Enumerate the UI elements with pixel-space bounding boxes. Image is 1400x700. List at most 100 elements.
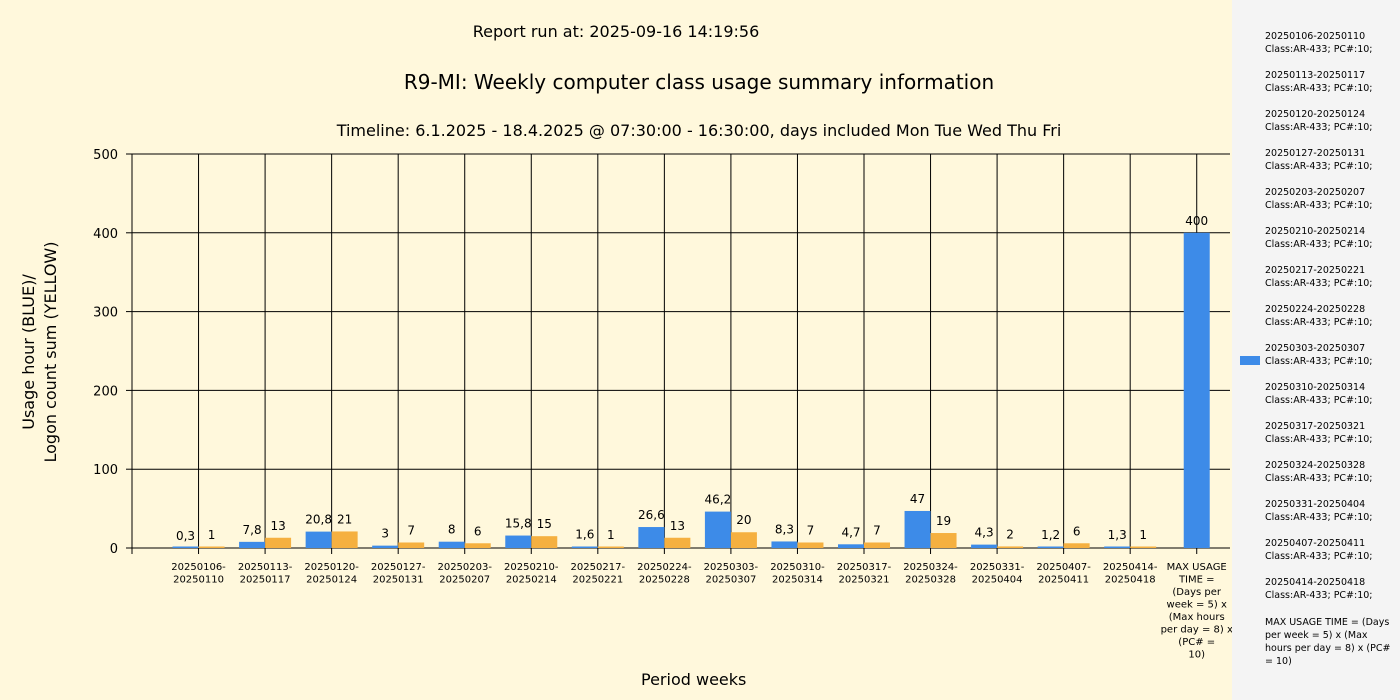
bar-data-label: 13 xyxy=(270,519,285,533)
bar-data-label: 1 xyxy=(208,528,216,542)
y-tick-label: 300 xyxy=(93,306,118,321)
bar-data-label: 26,6 xyxy=(638,508,665,522)
bar-data-label: 1,2 xyxy=(1041,528,1060,542)
legend-swatch xyxy=(1240,356,1260,365)
legend-item: 20250331-20250404 Class:AR-433; PC#:10; xyxy=(1265,498,1373,524)
bar-logon-count xyxy=(531,536,558,548)
bar-data-label: 7 xyxy=(807,523,815,537)
x-tick-label: 20250331-20250404 xyxy=(970,562,1025,586)
bar-logon-count xyxy=(464,543,491,548)
legend-item-class: Class:AR-433; PC#:10; xyxy=(1265,590,1373,601)
bar-data-label: 400 xyxy=(1185,214,1208,228)
bar-data-label: 7 xyxy=(407,523,415,537)
bar-usage-hours xyxy=(1037,546,1064,548)
bar-usage-hours xyxy=(838,544,864,548)
legend-item: 20250203-20250207 Class:AR-433; PC#:10; xyxy=(1265,186,1373,212)
bar-logon-count xyxy=(265,537,292,548)
legend-item: 20250317-20250321 Class:AR-433; PC#:10; xyxy=(1265,420,1373,446)
legend-item: 20250224-20250228 Class:AR-433; PC#:10; xyxy=(1265,303,1373,329)
bar-usage-hours xyxy=(505,535,532,548)
chart-title: R9-MI: Weekly computer class usage summa… xyxy=(403,70,995,94)
chart-subtitle: Timeline: 6.1.2025 - 18.4.2025 @ 07:30:0… xyxy=(336,121,1062,140)
bar-data-label: 15 xyxy=(537,517,552,531)
bar-logon-count xyxy=(664,537,691,548)
bar-data-label: 0,3 xyxy=(176,529,195,543)
y-tick-label: 400 xyxy=(93,227,118,242)
legend-item-period: 20250203-20250207 xyxy=(1265,187,1366,198)
legend-item-class: Class:AR-433; PC#:10; xyxy=(1265,356,1373,367)
bar-usage-hours xyxy=(971,544,998,548)
legend-item-period: 20250310-20250314 xyxy=(1265,382,1366,393)
bar-data-label: 19 xyxy=(936,514,951,528)
legend-item: 20250217-20250221 Class:AR-433; PC#:10; xyxy=(1265,264,1373,290)
bar-data-label: 1 xyxy=(607,528,615,542)
legend-panel: MAX USAGE TIME = (Days per week = 5) x (… xyxy=(1232,0,1400,700)
bar-data-label: 1 xyxy=(1139,528,1147,542)
bar-logon-count xyxy=(198,546,225,548)
x-tick-label: 20250127-20250131 xyxy=(371,562,426,586)
bar-logon-count xyxy=(730,532,757,548)
legend-item: 20250324-20250328 Class:AR-433; PC#:10; xyxy=(1265,459,1373,485)
legend-item: 20250303-20250307 Class:AR-433; PC#:10; xyxy=(1265,342,1373,368)
bar-usage-hours xyxy=(638,527,665,548)
bar-usage-hours xyxy=(771,541,798,548)
y-tick-label: 500 xyxy=(93,148,118,163)
x-tick-label: 20250106-20250110 xyxy=(171,562,226,586)
legend-item-period: 20250127-20250131 xyxy=(1265,148,1366,159)
bar-data-label: 4,7 xyxy=(841,525,860,539)
legend-item-period: 20250217-20250221 xyxy=(1265,265,1366,276)
legend-item-period: 20250113-20250117 xyxy=(1265,70,1366,81)
bar-usage-hours xyxy=(372,545,399,548)
legend-item-class: Class:AR-433; PC#:10; xyxy=(1265,551,1373,562)
legend-item: 20250127-20250131 Class:AR-433; PC#:10; xyxy=(1265,147,1373,173)
bar-usage-hours xyxy=(1183,232,1210,549)
bar-usage-hours xyxy=(239,541,266,548)
legend-item-period: 20250414-20250418 xyxy=(1265,577,1366,588)
legend-item-period: 20250106-20250110 xyxy=(1265,31,1366,42)
legend-item-class: Class:AR-433; PC#:10; xyxy=(1265,122,1373,133)
legend-item-period: 20250210-20250214 xyxy=(1265,226,1366,237)
legend-item-class: Class:AR-433; PC#:10; xyxy=(1265,317,1373,328)
bar-data-label: 3 xyxy=(381,527,389,541)
bar-data-label: 4,3 xyxy=(975,526,994,540)
legend-item-period: 20250317-20250321 xyxy=(1265,421,1366,432)
bar-data-label: 13 xyxy=(670,519,685,533)
legend-item: 20250106-20250110 Class:AR-433; PC#:10; xyxy=(1265,30,1373,56)
bar-usage-hours xyxy=(904,510,931,548)
legend-item-class: Class:AR-433; PC#:10; xyxy=(1265,434,1373,445)
legend-item-period: 20250120-20250124 xyxy=(1265,109,1366,120)
legend-item-class: Class:AR-433; PC#:10; xyxy=(1265,395,1373,406)
legend-item: 20250120-20250124 Class:AR-433; PC#:10; xyxy=(1265,108,1373,134)
bar-data-label: 6 xyxy=(1073,524,1081,538)
x-tick-label: 20250317-20250321 xyxy=(837,562,892,586)
bar-logon-count xyxy=(398,542,425,548)
legend-item-period: 20250324-20250328 xyxy=(1265,460,1366,471)
x-tick-label: 20250407-20250411 xyxy=(1036,562,1091,586)
bar-data-label: 6 xyxy=(474,524,482,538)
bar-logon-count xyxy=(331,531,358,548)
bar-logon-count xyxy=(1063,543,1090,548)
x-axis-title: Period weeks xyxy=(641,670,747,689)
legend-item-period: 20250224-20250228 xyxy=(1265,304,1366,315)
x-tick-label: 20250310-20250314 xyxy=(770,562,825,586)
bar-logon-count xyxy=(864,542,890,548)
bar-data-label: 7 xyxy=(873,523,881,537)
legend-item-class: Class:AR-433; PC#:10; xyxy=(1265,512,1373,523)
legend-item-period: 20250303-20250307 xyxy=(1265,343,1366,354)
bar-logon-count xyxy=(1130,546,1157,548)
legend-item-class: Class:AR-433; PC#:10; xyxy=(1265,161,1373,172)
x-tick-label: 20250210-20250214 xyxy=(504,562,559,586)
bar-data-label: 1,3 xyxy=(1108,528,1127,542)
bar-data-label: 46,2 xyxy=(705,493,732,507)
legend-item-class: Class:AR-433; PC#:10; xyxy=(1265,278,1373,289)
bar-data-label: 15,8 xyxy=(505,517,532,531)
bar-logon-count xyxy=(997,546,1024,548)
x-tick-label: 20250414-20250418 xyxy=(1103,562,1158,586)
y-tick-label: 0 xyxy=(110,542,118,557)
legend-item: 20250414-20250418 Class:AR-433; PC#:10; xyxy=(1265,576,1373,602)
legend-item-class: Class:AR-433; PC#:10; xyxy=(1265,44,1373,55)
bar-usage-hours xyxy=(172,546,199,548)
legend-item-class: Class:AR-433; PC#:10; xyxy=(1265,473,1373,484)
legend-item: 20250310-20250314 Class:AR-433; PC#:10; xyxy=(1265,381,1373,407)
